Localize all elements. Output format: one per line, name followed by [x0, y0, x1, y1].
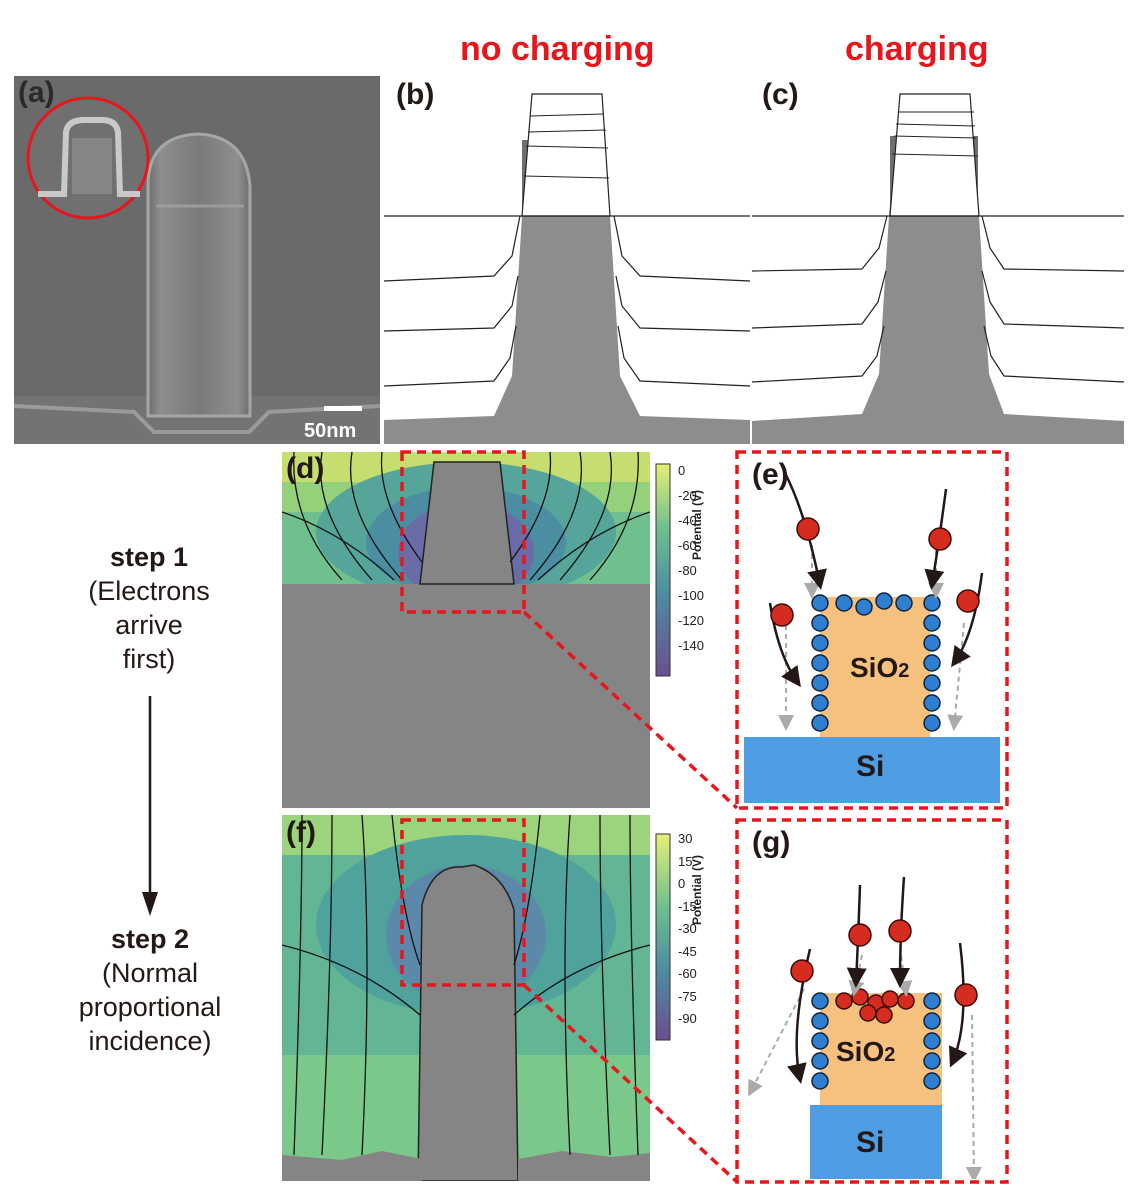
colorbar-d-tick: 0 — [678, 463, 686, 478]
panel-label-a: (a) — [18, 76, 55, 109]
step2-block: step 2 (Normal proportional incidence) — [48, 922, 252, 1058]
colorbar-f-tick: -45 — [678, 943, 697, 959]
colorbar-d-tick: -140 — [678, 638, 705, 653]
colorbar-d-tick: -60 — [678, 538, 697, 553]
potential-map-f — [282, 815, 650, 1181]
zoom-frame-g — [735, 818, 1009, 1184]
panel-label-c: (c) — [762, 78, 799, 111]
colorbar-d-tick: -100 — [678, 588, 705, 603]
si-label-g: Si — [856, 1126, 885, 1159]
colorbar-f-tick: -60 — [678, 966, 697, 981]
panel-label-b: (b) — [396, 78, 435, 111]
colorbar-f-tick: 0 — [678, 876, 686, 891]
profile-b — [384, 93, 751, 444]
step2-line3: incidence) — [88, 1026, 212, 1056]
step1-line2: arrive — [115, 610, 183, 640]
sio2-label-g-sub: 2 — [884, 1044, 896, 1066]
sio2-block-e — [820, 597, 930, 737]
step1-block: step 1 (Electrons arrive first) — [66, 540, 232, 676]
step1-line1: (Electrons — [88, 576, 210, 606]
schematic-e — [744, 474, 1000, 803]
panel-label-f: (f) — [286, 816, 316, 849]
colorbar-d-tick: -120 — [678, 613, 705, 628]
sio2-label-e-sub: 2 — [898, 660, 910, 682]
step2-line2: proportional — [78, 992, 222, 1022]
zoom-frame-e — [735, 450, 1009, 810]
colorbar-f-tick: 30 — [678, 831, 693, 846]
step1-line3: first) — [122, 644, 176, 674]
profile-panels — [384, 93, 1124, 444]
colorbar-f-ticks: 30 15 0 -15 -30 -45 -60 -75 -90 — [678, 828, 697, 1031]
colorbar-f-tick: 15 — [678, 853, 693, 869]
step-arrow — [142, 696, 158, 916]
schematic-g — [748, 876, 982, 1179]
colorbar-d-tick: -40 — [678, 513, 697, 528]
colorbar-f-tick: -15 — [678, 898, 697, 914]
colorbar-f-tick: -90 — [678, 1011, 697, 1026]
colorbar-f — [655, 833, 671, 1041]
profile-c — [751, 93, 1124, 444]
scale-bar — [324, 406, 362, 411]
colorbar-d — [655, 463, 671, 677]
potential-map-d — [282, 452, 650, 808]
panel-label-e: (e) — [752, 458, 789, 491]
si-substrate-g — [810, 1105, 942, 1179]
sio2-label-e: SiO2 — [850, 652, 909, 684]
step2-line1: (Normal — [101, 958, 198, 988]
sio2-label-e-text: SiO — [850, 652, 899, 683]
si-substrate-e — [744, 737, 1000, 803]
si-label-e: Si — [856, 750, 885, 783]
sem-image — [14, 76, 380, 444]
zoom-box-f — [400, 818, 526, 987]
scale-bar-label: 50nm — [304, 420, 357, 442]
zoom-box-d — [400, 450, 526, 614]
sio2-label-g: SiO2 — [836, 1036, 895, 1068]
colorbar-f-tick: -75 — [678, 988, 697, 1004]
header-no-charging: no charging — [460, 30, 655, 68]
colorbar-d-tick: -80 — [678, 563, 697, 578]
panel-label-d: (d) — [286, 452, 325, 485]
panel-label-g: (g) — [752, 826, 791, 859]
step1-title: step 1 — [109, 542, 189, 572]
sio2-label-g-text: SiO — [836, 1036, 885, 1067]
header-charging: charging — [845, 30, 989, 68]
colorbar-f-tick: -30 — [678, 921, 697, 936]
colorbar-d-tick: -20 — [678, 488, 697, 503]
colorbar-d-ticks: 0 -20 -40 -60 -80 -100 -120 -140 — [678, 458, 704, 658]
step2-title: step 2 — [110, 924, 190, 954]
